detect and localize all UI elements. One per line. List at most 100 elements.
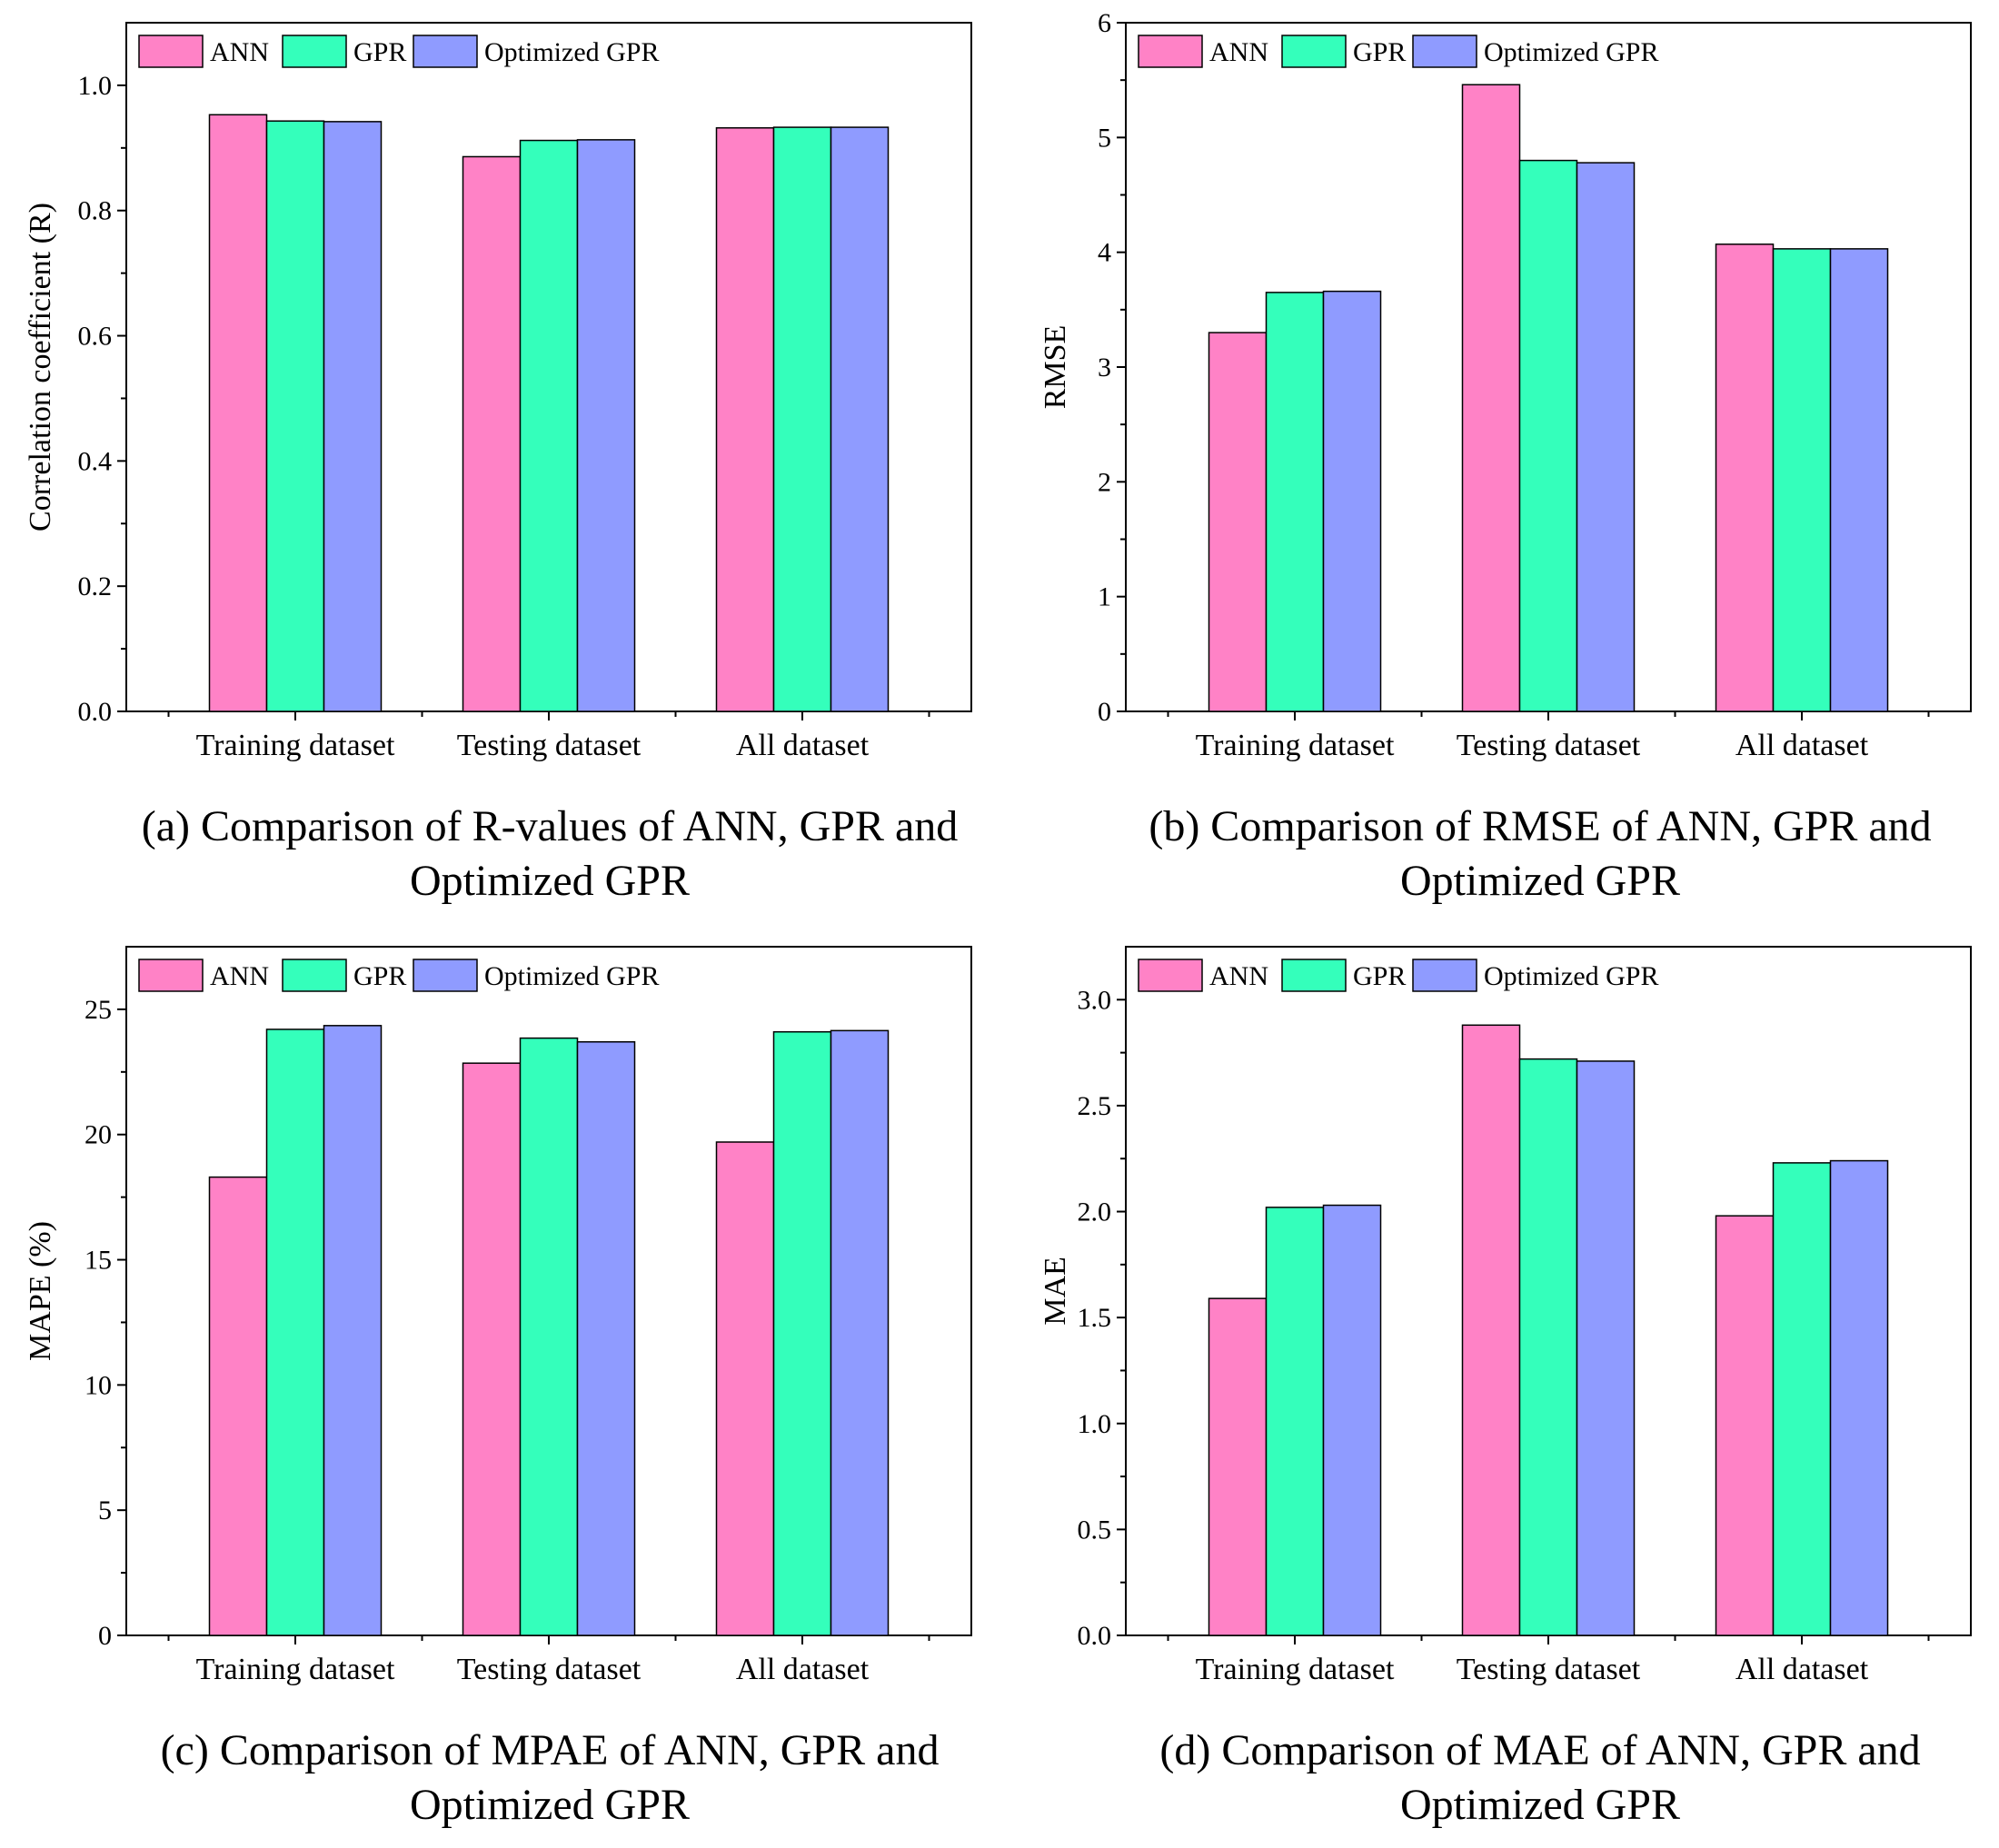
chart-b-bar-gpr-1	[1265, 292, 1325, 712]
chart-a-caption: (a) Comparison of R-values of ANN, GPR a…	[127, 800, 972, 909]
chart-d-caption-text: (d) Comparison of MAE of ANN, GPR and Op…	[1159, 1726, 1921, 1829]
chart-b-ytick-label: 5	[1098, 123, 1111, 153]
chart-c-ytick-label: 10	[85, 1370, 112, 1400]
chart-b-bar-ann-1	[1208, 332, 1268, 712]
chart-c-legend-swatch-optimized-gpr	[413, 959, 478, 992]
chart-d-xtick-label: Training dataset	[1196, 1653, 1395, 1686]
chart-c-legend-label-optimized-gpr: Optimized GPR	[484, 961, 660, 991]
chart-b-bar-gpr-2	[1518, 159, 1578, 712]
chart-a-svg: 0.0 0.2 0.4 0.6 0.8 1.0 Correlation coefficien…	[24, 22, 972, 762]
chart-d-bar-optimized-gpr-2	[1576, 1060, 1636, 1636]
chart-b-caption-text: (b) Comparison of RMSE of ANN, GPR and O…	[1149, 802, 1932, 905]
chart-c-ytick-label: 5	[98, 1495, 112, 1525]
chart-d-legend-swatch-optimized-gpr	[1412, 959, 1477, 992]
chart-a-bar-ann-3	[715, 127, 775, 712]
chart-a-ylabel: Correlation coefficient (R)	[24, 203, 57, 532]
chart-c-legend-swatch-ann	[138, 959, 204, 992]
chart-b-bar-gpr-3	[1772, 248, 1832, 712]
chart-b-xtick-label: Training dataset	[1196, 729, 1395, 762]
chart-c-bar-gpr-3	[772, 1030, 832, 1636]
chart-d-ytick-label: 0.5	[1078, 1515, 1112, 1545]
chart-d-bar-ann-1	[1208, 1297, 1268, 1636]
chart-c-xtick-label: Testing dataset	[457, 1653, 641, 1686]
chart-a-bar-gpr-3	[772, 126, 832, 712]
chart-d-legend-label-gpr: GPR	[1353, 961, 1406, 991]
chart-a-ytick-label: 0.2	[78, 571, 113, 601]
chart-a-bar-gpr-1	[265, 120, 325, 712]
chart-d-bar-optimized-gpr-3	[1829, 1159, 1889, 1636]
chart-a-legend-swatch-optimized-gpr	[413, 35, 478, 68]
chart-c-xtick-label: Training dataset	[196, 1653, 395, 1686]
chart-b-legend-swatch-ann	[1138, 35, 1203, 68]
chart-a-bar-gpr-2	[519, 139, 579, 712]
chart-d-bar-ann-2	[1461, 1024, 1521, 1636]
chart-d-caption: (d) Comparison of MAE of ANN, GPR and Op…	[1118, 1724, 1963, 1833]
chart-d-ytick-label: 1.5	[1078, 1303, 1112, 1333]
chart-b-bar-optimized-gpr-3	[1829, 248, 1889, 712]
chart-d-legend-label-optimized-gpr: Optimized GPR	[1484, 961, 1659, 991]
chart-c-legend-swatch-gpr	[282, 959, 347, 992]
chart-c-legend-label-gpr: GPR	[353, 961, 406, 991]
chart-b-legend-label-gpr: GPR	[1353, 37, 1406, 67]
chart-a-ytick-label: 0.4	[78, 446, 113, 476]
chart-b-svg: 0 1 2 3 4 5 6 RMSE Training dataset Testing datas…	[1039, 8, 1972, 762]
chart-a-bar-ann-2	[462, 155, 522, 712]
chart-a-legend-label-optimized-gpr: Optimized GPR	[484, 37, 660, 67]
chart-d-ytick-label: 1.0	[1078, 1409, 1112, 1439]
chart-b-ytick-label: 0	[1098, 697, 1111, 727]
chart-d-ytick-label: 2.5	[1078, 1091, 1112, 1121]
chart-b-ytick-label: 2	[1098, 467, 1111, 497]
chart-b-xtick-label: Testing dataset	[1457, 729, 1641, 762]
chart-a-legend-label-gpr: GPR	[353, 37, 406, 67]
chart-a-bar-optimized-gpr-2	[576, 139, 636, 712]
chart-d-xtick-label: Testing dataset	[1457, 1653, 1641, 1686]
chart-c-bar-ann-1	[208, 1176, 268, 1636]
chart-a-legend-label-ann: ANN	[210, 37, 269, 67]
chart-c-bar-ann-3	[715, 1141, 775, 1636]
chart-d-bar-gpr-2	[1518, 1058, 1578, 1636]
chart-d-bar-ann-3	[1715, 1215, 1775, 1636]
chart-a-legend-swatch-ann	[138, 35, 204, 68]
chart-c-bar-optimized-gpr-2	[576, 1040, 636, 1636]
chart-c-bar-optimized-gpr-1	[323, 1025, 383, 1636]
chart-c-ytick-label: 0	[98, 1621, 112, 1651]
chart-d-legend-label-ann: ANN	[1209, 961, 1268, 991]
chart-a-xtick-label: Training dataset	[196, 729, 395, 762]
chart-b-ytick-label: 3	[1098, 353, 1111, 383]
chart-a-bar-ann-1	[208, 114, 268, 712]
chart-b-legend-swatch-optimized-gpr	[1412, 35, 1477, 68]
chart-c-svg: 0 5 10 15 20 25 MAPE (%) Training dataset Testin…	[24, 946, 972, 1686]
chart-a-xtick-label: All dataset	[736, 729, 870, 762]
chart-c-xtick-label: All dataset	[736, 1653, 870, 1686]
chart-c-bar-gpr-2	[519, 1037, 579, 1636]
chart-panel-d: 0.0 0.5 1.0 1.5 2.0 2.5 3.0 MAE Training dataset…	[1000, 924, 1999, 1848]
chart-b-ytick-label: 6	[1098, 8, 1111, 38]
chart-c-bar-ann-2	[462, 1062, 522, 1636]
chart-d-xtick-label: All dataset	[1735, 1653, 1869, 1686]
chart-b-bar-optimized-gpr-1	[1322, 290, 1382, 712]
chart-a-bar-optimized-gpr-3	[830, 126, 890, 712]
chart-d-ytick-label: 3.0	[1078, 985, 1112, 1015]
chart-b-bar-optimized-gpr-2	[1576, 162, 1636, 712]
chart-b-ytick-label: 1	[1098, 582, 1111, 612]
chart-b-ylabel: RMSE	[1039, 325, 1072, 410]
chart-d-legend-swatch-gpr	[1281, 959, 1347, 992]
chart-b-legend-label-optimized-gpr: Optimized GPR	[1484, 37, 1659, 67]
chart-c-ylabel: MAPE (%)	[24, 1221, 57, 1361]
chart-c-legend-label-ann: ANN	[210, 961, 269, 991]
chart-d-bar-gpr-1	[1265, 1207, 1325, 1636]
chart-c-bar-gpr-1	[265, 1028, 325, 1636]
chart-a-bar-optimized-gpr-1	[323, 121, 383, 712]
chart-a-legend-swatch-gpr	[282, 35, 347, 68]
chart-panel-a: 0.0 0.2 0.4 0.6 0.8 1.0 Correlation coefficien…	[0, 0, 1000, 924]
chart-panel-b: 0 1 2 3 4 5 6 RMSE Training dataset Testing datas…	[1000, 0, 1999, 924]
chart-d-ylabel: MAE	[1039, 1257, 1072, 1326]
chart-b-caption: (b) Comparison of RMSE of ANN, GPR and O…	[1118, 800, 1963, 909]
chart-a-caption-text: (a) Comparison of R-values of ANN, GPR a…	[141, 802, 959, 905]
chart-b-xtick-label: All dataset	[1735, 729, 1869, 762]
chart-c-caption: (c) Comparison of MPAE of ANN, GPR and O…	[127, 1724, 972, 1833]
chart-c-ytick-label: 20	[85, 1120, 112, 1150]
chart-d-bar-gpr-3	[1772, 1162, 1832, 1636]
chart-c-ytick-label: 25	[85, 995, 112, 1025]
chart-d-legend-swatch-ann	[1138, 959, 1203, 992]
